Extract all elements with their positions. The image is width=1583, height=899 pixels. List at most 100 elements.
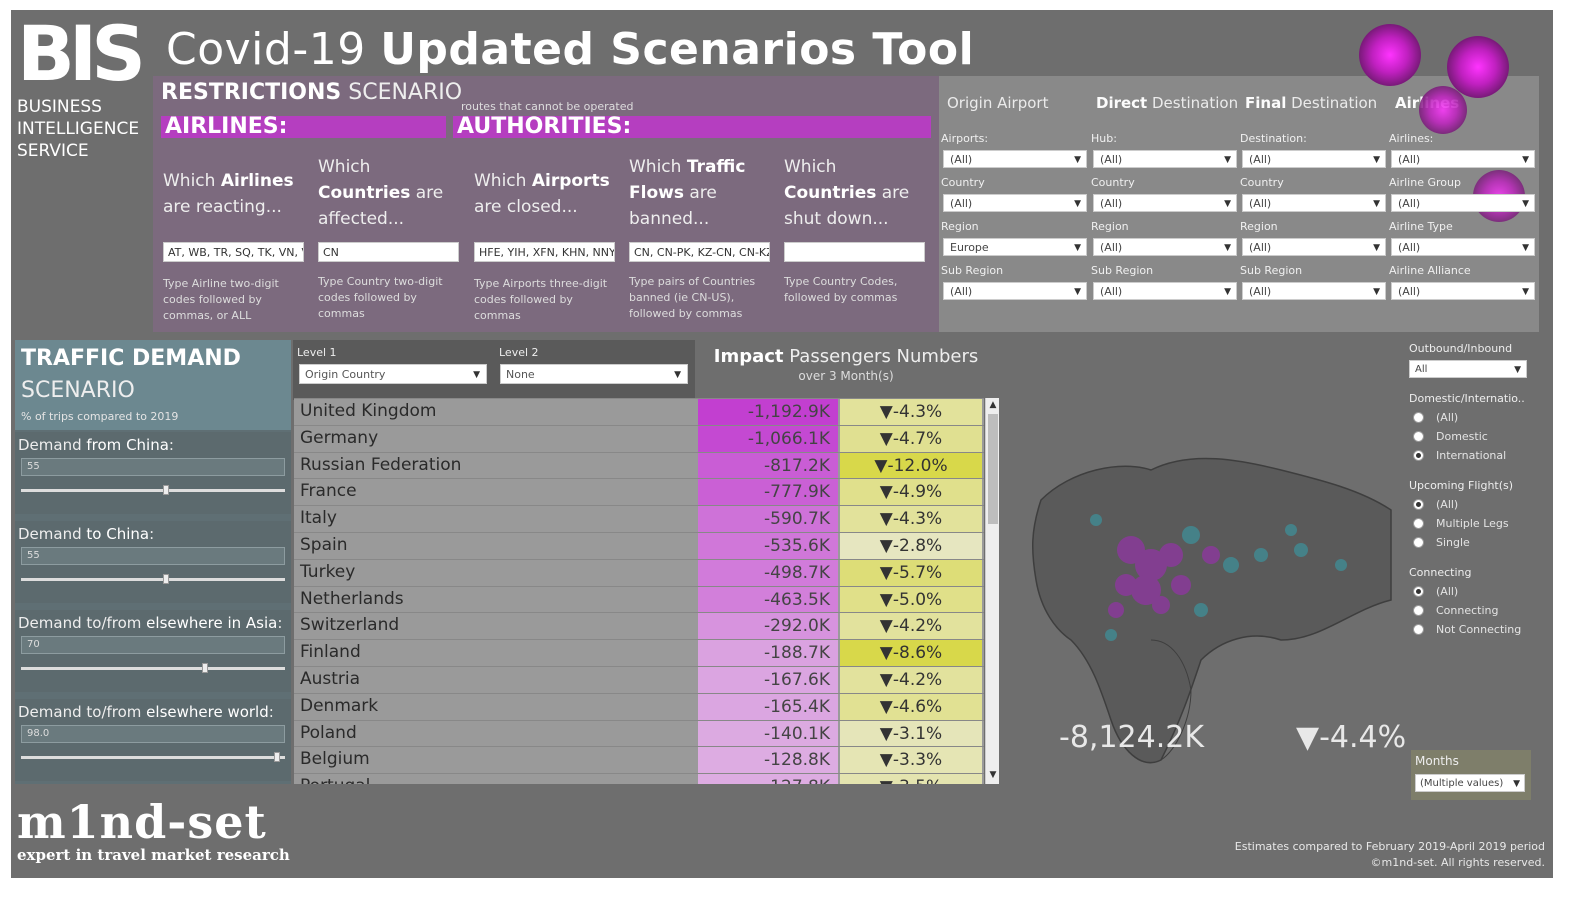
table-row[interactable]: Austria -167.6K ▼-4.2% [294,666,984,693]
map-marker [1090,514,1102,526]
country-name: Switzerland [300,615,400,636]
radio-button[interactable] [1413,623,1424,635]
world-map[interactable] [1001,340,1401,780]
scroll-up-icon[interactable]: ▲ [989,400,997,410]
radio-button[interactable] [1413,430,1424,442]
filter-dropdown[interactable]: (All) ▼ [943,282,1087,300]
demand-value-input[interactable]: 55 [21,458,285,476]
table-row[interactable]: Russian Federation -817.2K ▼-12.0% [294,451,984,479]
filter-dropdown[interactable]: (All) ▼ [1242,282,1386,300]
demand-slider-track[interactable] [21,578,285,581]
filter-dropdown[interactable]: (All) ▼ [943,194,1087,212]
traffic-flows-input[interactable]: CN, CN-PK, KZ-CN, CN-KZ [629,242,770,262]
level2-dropdown[interactable]: None ▼ [500,364,688,384]
demand-value-input[interactable]: 98.0 [21,725,285,743]
filter-dropdown[interactable]: (All) ▼ [1242,150,1386,168]
table-row[interactable]: Netherlands -463.5K ▼-5.0% [294,585,984,613]
scroll-down-icon[interactable]: ▼ [989,770,997,780]
impact-value: -127.8K [698,774,838,784]
filter-dropdown[interactable]: (All) ▼ [943,150,1087,168]
filter-dropdown[interactable]: (All) ▼ [1391,194,1535,212]
table-row[interactable]: Turkey -498.7K ▼-5.7% [294,558,984,586]
country-name: Finland [300,642,361,663]
country-name: Russian Federation [300,454,462,475]
demand-slider-thumb[interactable] [201,663,208,673]
table-row[interactable]: Portugal -127.8K▼-3.5% [294,773,984,784]
radio-button[interactable] [1413,604,1424,616]
radio-option[interactable]: Domestic [1409,427,1537,446]
tab-final-destination[interactable]: Final Destination [1245,94,1378,112]
radio-button[interactable] [1413,536,1424,548]
filter-dropdown-value: (All) [1249,285,1272,298]
radio-button[interactable] [1413,585,1424,597]
table-scrollbar[interactable]: ▲ ▼ [985,398,999,784]
impact-percent: ▼-5.7% [840,559,982,586]
radio-button[interactable] [1413,411,1424,423]
filter-dropdown[interactable]: (All) ▼ [1093,282,1237,300]
table-row[interactable]: Italy -590.7K ▼-4.3% [294,505,984,533]
outbound-inbound-dropdown[interactable]: All ▼ [1409,360,1527,378]
virus-image [1447,36,1509,98]
radio-option[interactable]: (All) [1409,582,1537,601]
table-row[interactable]: Finland -188.7K ▼-8.6% [294,639,984,667]
table-row[interactable]: Germany -1,066.1K ▼-4.7% [294,424,984,452]
table-row[interactable]: Denmark -165.4K ▼-4.6% [294,692,984,720]
radio-option[interactable]: Single [1409,533,1537,552]
filter-dropdown[interactable]: (All) ▼ [1093,150,1237,168]
filter-dropdown[interactable]: (All) ▼ [1242,194,1386,212]
table-row[interactable]: Spain -535.6K ▼-2.8% [294,532,984,559]
radio-option[interactable]: (All) [1409,495,1537,514]
filter-dropdown[interactable]: (All) ▼ [1093,238,1237,256]
table-row[interactable]: Switzerland -292.0K ▼-4.2% [294,612,984,640]
filter-dropdown[interactable]: Europe ▼ [943,238,1087,256]
demand-slider-thumb[interactable] [162,574,169,584]
radio-button[interactable] [1413,517,1424,529]
radio-option[interactable]: (All) [1409,408,1537,427]
filter-dropdown[interactable]: (All) ▼ [1391,282,1535,300]
demand-slider-track[interactable] [21,489,285,492]
countries-affected-input[interactable]: CN [318,242,459,262]
months-filter: Months (Multiple values) ▼ [1411,750,1531,800]
level1-value: Origin Country [305,368,386,381]
filter-dropdown-value: (All) [1100,241,1123,254]
map-marker [1335,559,1347,571]
filter-dropdown[interactable]: (All) ▼ [1093,194,1237,212]
radio-option[interactable]: International [1409,446,1537,465]
demand-slider-thumb[interactable] [162,485,169,495]
demand-value-input[interactable]: 70 [21,636,285,654]
radio-button[interactable] [1413,449,1424,461]
filter-dropdown[interactable]: (All) ▼ [1391,238,1535,256]
filter-dropdown[interactable]: (All) ▼ [1242,238,1386,256]
radio-option[interactable]: Not Connecting [1409,620,1537,639]
months-dropdown[interactable]: (Multiple values) ▼ [1415,774,1525,792]
airports-input[interactable]: HFE, YIH, XFN, KHN, NNY, [474,242,615,262]
tab-origin-airport[interactable]: Origin Airport [947,94,1049,112]
question-countries-shut: Which Countries are shut down... [784,157,910,229]
demand-slider-thumb[interactable] [273,752,280,762]
airlines-input[interactable]: AT, WB, TR, SQ, TK, VN, VS [163,242,304,262]
table-row[interactable]: France -777.9K ▼-4.9% [294,478,984,506]
demand-value-input[interactable]: 55 [21,547,285,565]
radio-button[interactable] [1413,498,1424,510]
level1-dropdown[interactable]: Origin Country ▼ [299,364,487,384]
impact-percent: ▼-4.2% [840,613,982,640]
table-row[interactable]: Belgium -128.8K ▼-3.3% [294,746,984,774]
map-markers [1090,514,1347,641]
demand-slider-label: Demand from China: [18,436,174,454]
countries-shut-input[interactable] [784,242,925,262]
demand-slider-track[interactable] [21,756,285,759]
table-row[interactable]: United Kingdom -1,192.9K ▼-4.3% [294,398,984,425]
demand-slider-track[interactable] [21,667,285,670]
radio-option[interactable]: Connecting [1409,601,1537,620]
traffic-demand-header: TRAFFIC DEMAND SCENARIO % of trips compa… [15,340,291,430]
scroll-thumb[interactable] [988,414,998,524]
filter-dropdown[interactable]: (All) ▼ [1391,150,1535,168]
chevron-down-icon: ▼ [1074,287,1081,297]
tab-direct-destination[interactable]: Direct Destination [1096,94,1239,112]
demand-label-suffix: : [168,436,174,454]
radio-option[interactable]: Multiple Legs [1409,514,1537,533]
filter-label: Airline Group [1389,176,1461,189]
map-marker [1171,575,1191,595]
radio-groups: Domestic/Internatio.. (All) Domestic Intern… [1409,392,1537,639]
table-row[interactable]: Poland -140.1K ▼-3.1% [294,719,984,747]
